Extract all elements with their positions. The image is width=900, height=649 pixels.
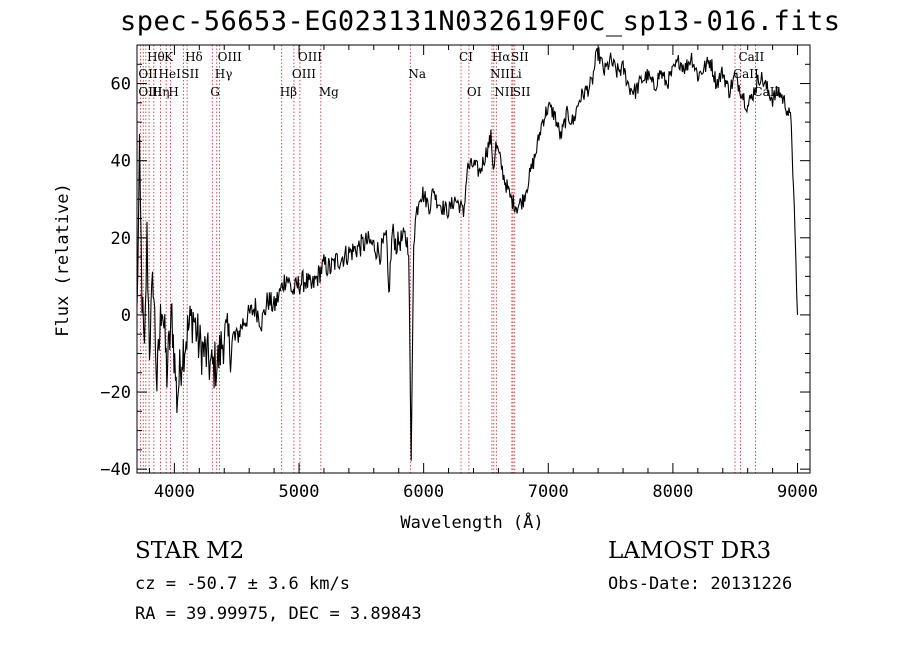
obs-date: Obs-Date: 20131226: [608, 574, 793, 594]
line-label: CaII: [733, 67, 759, 81]
line-label: Hα: [492, 50, 511, 64]
line-label: CaII: [738, 50, 764, 64]
line-label: OII: [138, 67, 158, 81]
line-label: OIII: [218, 50, 242, 64]
x-tick-label: 9000: [777, 482, 818, 502]
x-axis-label: Wavelength (Å): [400, 511, 543, 533]
spectrum-line: [136, 47, 799, 461]
redshift-readout: cz = -50.7 ± 3.6 km/s: [135, 574, 350, 594]
y-tick-label: 0: [121, 306, 131, 326]
line-label: Hγ: [215, 67, 233, 81]
line-label: Mg: [319, 85, 339, 99]
line-label: OI: [467, 85, 482, 99]
line-label: SII: [513, 85, 531, 99]
line-label: NII: [490, 67, 510, 81]
line-label: Hδ: [185, 50, 203, 64]
line-label: Hη: [152, 85, 170, 99]
line-label: Hβ: [280, 85, 297, 99]
y-tick-label: −20: [100, 383, 131, 403]
line-label: HeI: [159, 67, 182, 81]
x-tick-label: 6000: [403, 482, 444, 502]
y-axis: −40 −20 0 20 40 60: [100, 44, 810, 480]
object-class: STAR M2: [135, 538, 245, 564]
y-tick-label: 20: [111, 229, 131, 249]
y-tick-label: 40: [111, 152, 131, 172]
line-label: Li: [510, 67, 522, 81]
x-tick-label: 5000: [279, 482, 320, 502]
plot-frame: [136, 44, 811, 474]
y-axis-label: Flux (relative): [53, 183, 73, 337]
line-label: H: [168, 85, 178, 99]
y-tick-label: −40: [100, 460, 131, 480]
line-label: Na: [408, 67, 426, 81]
line-label: OIII: [138, 85, 162, 99]
line-label: CI: [459, 50, 473, 64]
x-axis: 4000 5000 6000 7000 8000 9000: [148, 45, 818, 502]
page-title: spec-56653-EG023131N032619F0C_sp13-016.f…: [120, 6, 841, 37]
line-label: Hθ: [147, 50, 165, 64]
survey-name: LAMOST DR3: [608, 538, 772, 564]
line-label: G: [210, 85, 220, 99]
line-label: SII: [181, 67, 199, 81]
line-label: NII: [494, 85, 514, 99]
line-label: SII: [511, 50, 529, 64]
line-label: OIII: [298, 50, 322, 64]
x-tick-label: 7000: [528, 482, 569, 502]
line-label: K: [164, 50, 174, 64]
emission-line-markers: [139, 45, 756, 473]
line-label: OIII: [292, 67, 316, 81]
y-tick-label: 60: [111, 75, 131, 95]
x-tick-label: 4000: [154, 482, 195, 502]
coordinates-readout: RA = 39.99975, DEC = 3.89843: [135, 604, 422, 624]
x-tick-label: 8000: [652, 482, 693, 502]
